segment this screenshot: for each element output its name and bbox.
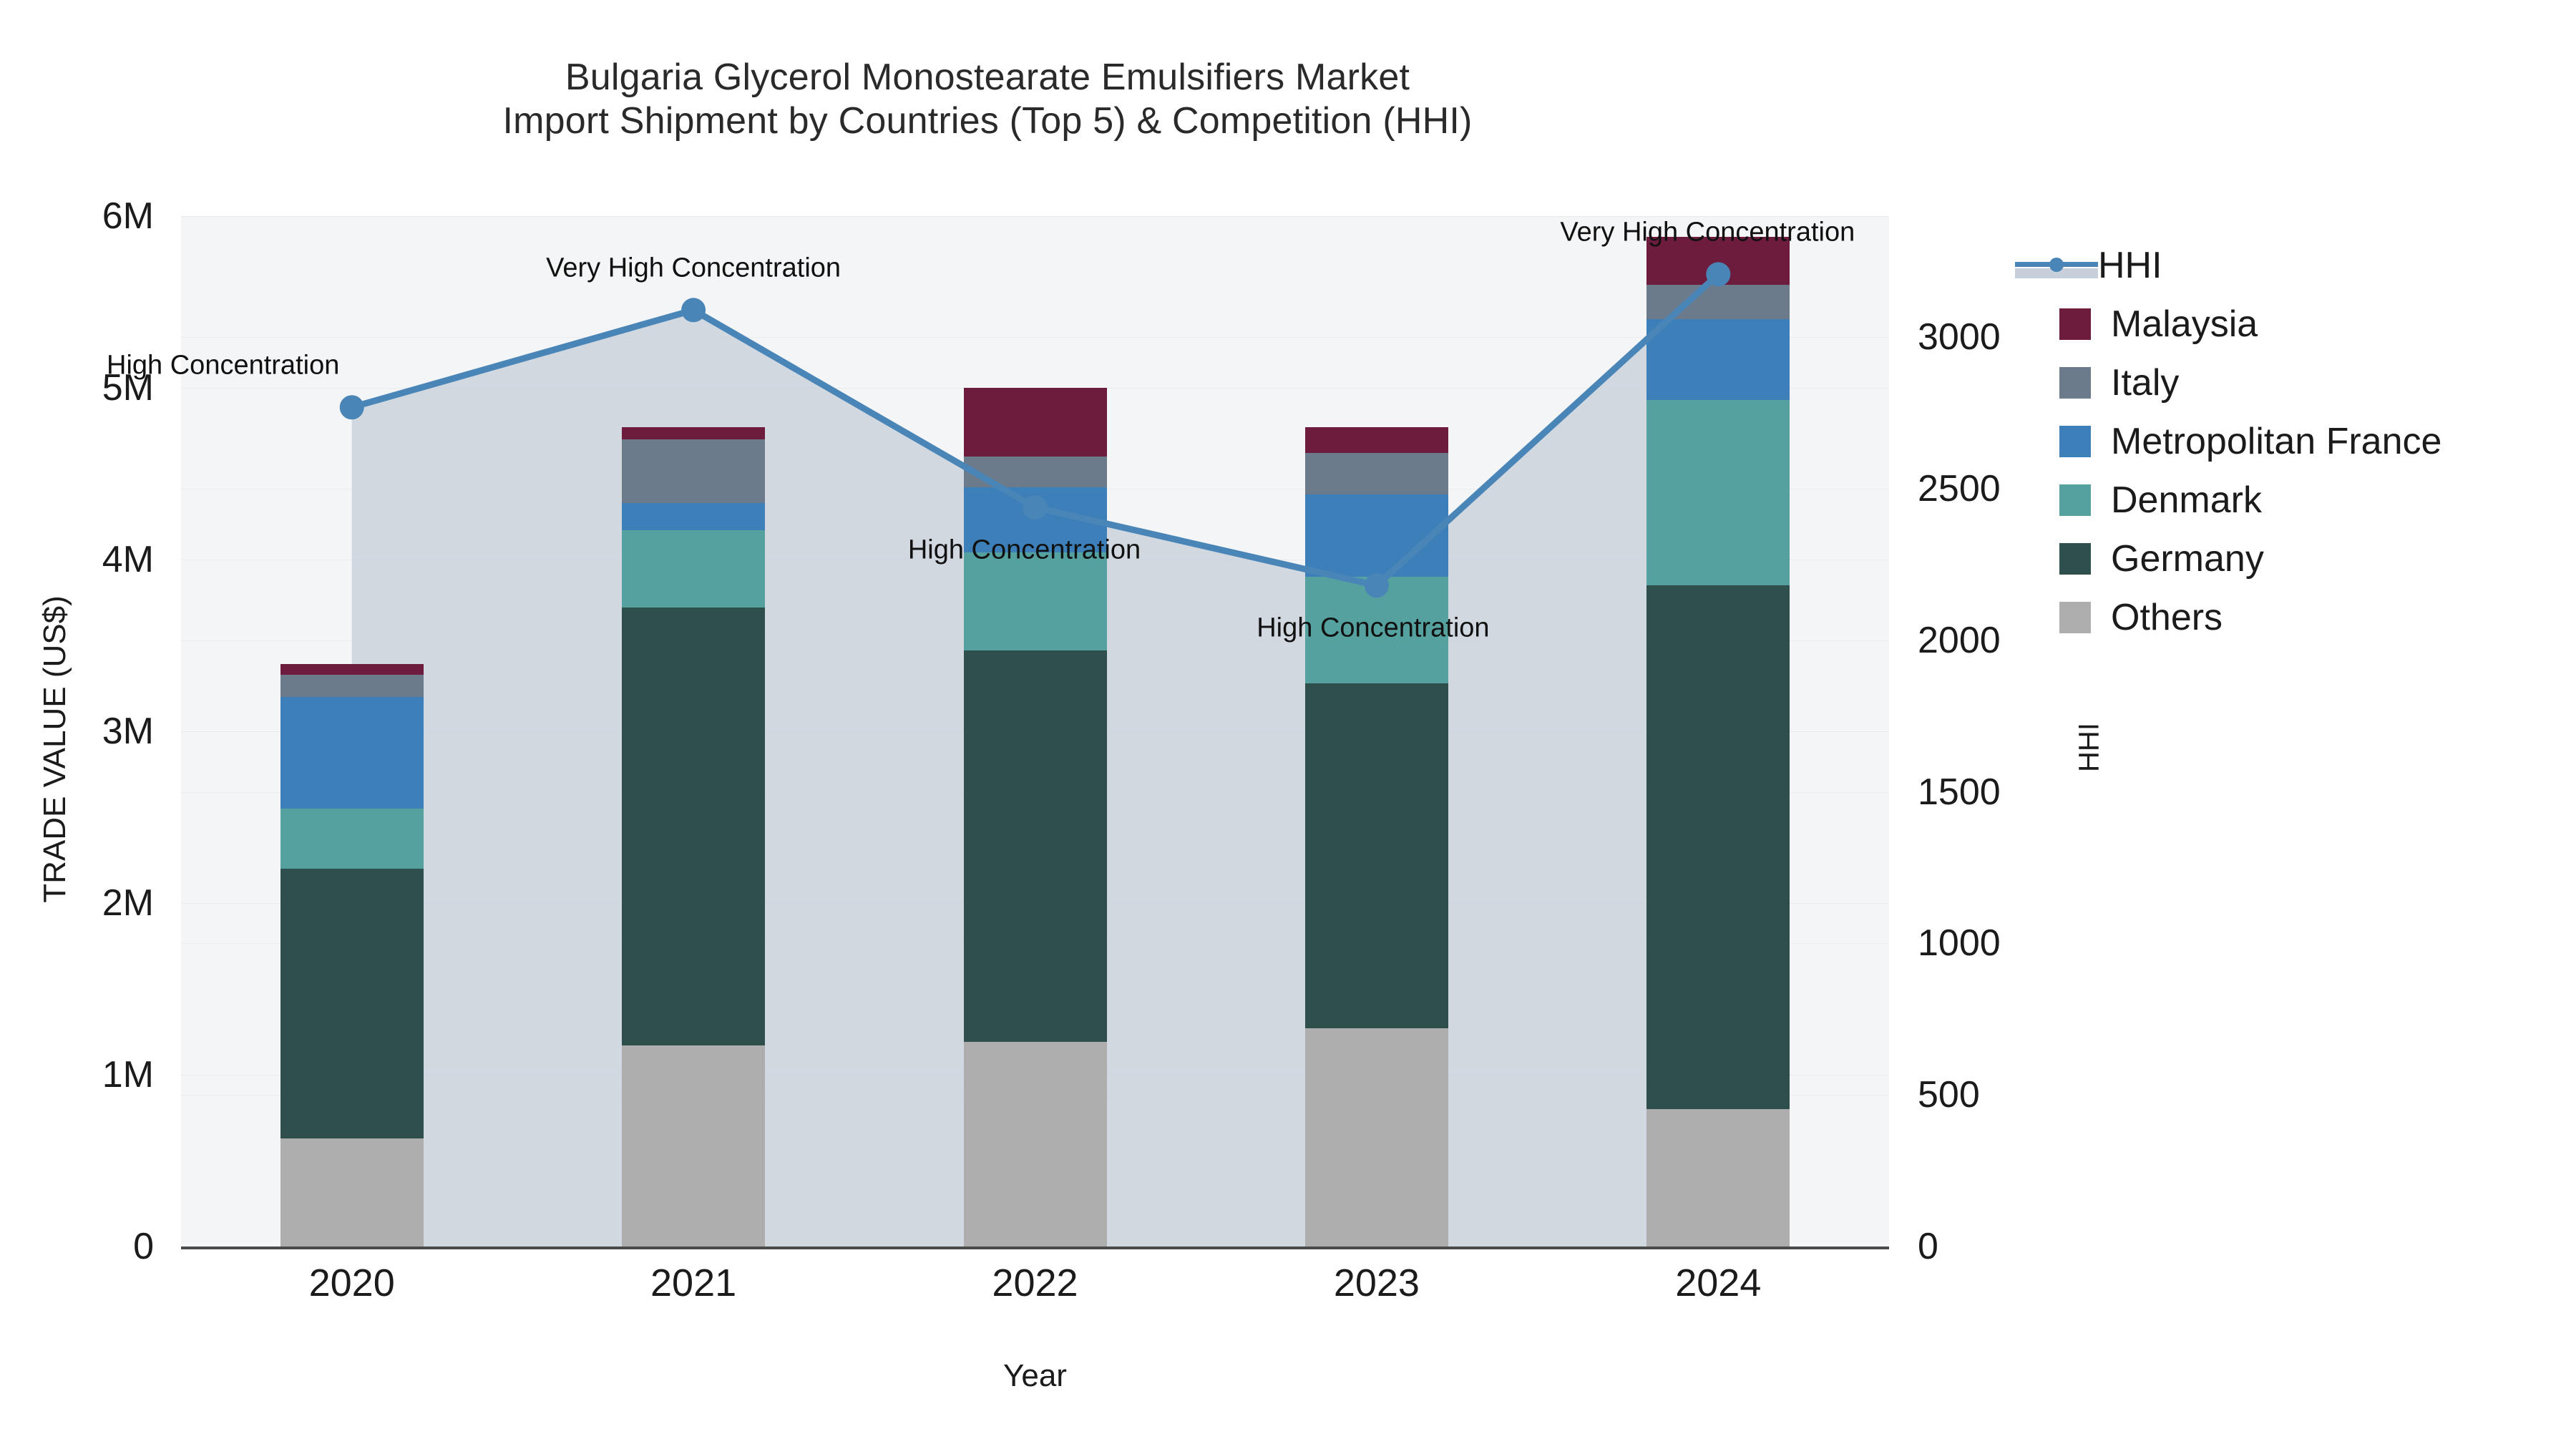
legend-color-swatch <box>2059 602 2091 633</box>
y-axis-right-tick-label: 2000 <box>1918 619 2001 661</box>
bar-segment[interactable] <box>622 1045 766 1246</box>
plot-area: High Concentration Very High Concentratio… <box>107 216 1889 1247</box>
legend-item[interactable]: Metropolitan France <box>2041 412 2570 471</box>
y-axis-left-title: TRADE VALUE (US$) <box>37 595 72 903</box>
legend-item-label: HHI <box>2098 245 2162 286</box>
legend-area-band <box>2015 268 2098 278</box>
hhi-marker[interactable] <box>1706 262 1731 287</box>
bar-segment[interactable] <box>280 674 424 697</box>
y-axis-right-tick-label: 3000 <box>1918 316 2001 358</box>
y-axis-right-tick-label: 1500 <box>1918 771 2001 813</box>
legend-item[interactable]: Germany <box>2041 530 2570 588</box>
hhi-line <box>339 262 1731 598</box>
y-axis-left-tick-label: 5M <box>102 367 154 409</box>
legend-item-label: Metropolitan France <box>2111 421 2442 462</box>
annotation-label: Very High Concentration <box>1560 217 1855 248</box>
bar-segment[interactable] <box>1304 1028 1448 1246</box>
legend-color-swatch <box>2059 308 2091 340</box>
bar-stack[interactable] <box>622 427 766 1246</box>
bar-segment[interactable] <box>1646 1109 1790 1246</box>
bar-segment[interactable] <box>963 650 1107 1043</box>
y-axis-right-tick-label: 500 <box>1918 1074 1980 1116</box>
bar-segment[interactable] <box>280 697 424 809</box>
legend-color-swatch <box>2059 484 2091 516</box>
bar-segment[interactable] <box>963 1042 1107 1246</box>
annotation-label: Very High Concentration <box>546 253 841 283</box>
hhi-marker[interactable] <box>1364 573 1389 598</box>
y-axis-right-tick-label: 0 <box>1918 1226 1938 1267</box>
legend-item[interactable]: Italy <box>2041 353 2570 412</box>
bar-stack[interactable] <box>1304 427 1448 1246</box>
legend: HHI Malaysia Italy Metropolitan France Denma… <box>2015 236 2570 647</box>
bar-segment[interactable] <box>622 530 766 608</box>
bar-segment[interactable] <box>1646 399 1790 585</box>
hhi-marker[interactable] <box>1023 495 1048 520</box>
bar-segment[interactable] <box>1304 453 1448 494</box>
legend-item-label: Italy <box>2111 362 2180 404</box>
x-axis-tick-label: 2020 <box>308 1262 395 1304</box>
x-axis-tick-label: 2024 <box>1675 1262 1762 1304</box>
bar-segment[interactable] <box>1304 427 1448 454</box>
bar-segment[interactable] <box>963 552 1107 651</box>
legend-color-swatch <box>2059 426 2091 457</box>
y-axis-right-tick-label: 1000 <box>1918 922 2001 965</box>
bar-stack[interactable] <box>280 664 424 1246</box>
legend-item[interactable]: Malaysia <box>2041 295 2570 353</box>
y-axis-left-tick-label: 1M <box>102 1054 154 1096</box>
bar-segment[interactable] <box>1646 319 1790 400</box>
x-axis-tick-label: 2022 <box>992 1262 1078 1304</box>
bar-segment[interactable] <box>1304 683 1448 1029</box>
legend-item[interactable]: Denmark <box>2041 471 2570 530</box>
bar-segment[interactable] <box>280 664 424 675</box>
bar-segment[interactable] <box>622 608 766 1046</box>
legend-line-dot <box>2049 258 2064 272</box>
legend-color-swatch <box>2059 367 2091 399</box>
legend-item-label: Malaysia <box>2111 303 2258 345</box>
bar-segment[interactable] <box>280 869 424 1138</box>
bar-segment[interactable] <box>1304 494 1448 577</box>
y-axis-left-tick-label: 6M <box>102 195 154 237</box>
y-axis-right-tick-label: 2500 <box>1918 468 2001 510</box>
bar-stack[interactable] <box>1646 236 1790 1246</box>
bar-segment[interactable] <box>622 502 766 531</box>
bar-segment[interactable] <box>622 427 766 439</box>
bar-segment[interactable] <box>963 388 1107 457</box>
annotation-label: High Concentration <box>907 535 1141 565</box>
gridline-secondary <box>181 337 1889 338</box>
legend-item[interactable]: Others <box>2041 588 2570 647</box>
chart-title-line-2: Import Shipment by Countries (Top 5) & C… <box>502 100 1473 142</box>
bar-stack[interactable] <box>963 388 1107 1246</box>
bar-segment[interactable] <box>1646 585 1790 1109</box>
x-axis-title: Year <box>1003 1358 1067 1393</box>
bar-segment[interactable] <box>622 439 766 503</box>
bar-segment[interactable] <box>280 1138 424 1246</box>
hhi-marker[interactable] <box>339 395 364 420</box>
y-axis-left-tick-label: 2M <box>102 882 154 924</box>
chart-title: Bulgaria Glycerol Monostearate Emulsifie… <box>0 56 1975 144</box>
legend-item-label: Germany <box>2111 538 2264 580</box>
legend-item-label: Denmark <box>2111 479 2262 521</box>
annotation-label: High Concentration <box>107 350 340 381</box>
x-axis-tick-label: 2023 <box>1333 1262 1420 1304</box>
legend-item-label: Others <box>2111 597 2223 638</box>
x-axis-spine <box>181 1246 1889 1249</box>
annotation-label: High Concentration <box>1257 613 1490 643</box>
chart-title-line-1: Bulgaria Glycerol Monostearate Emulsifie… <box>565 57 1410 98</box>
hhi-marker[interactable] <box>681 298 706 323</box>
x-axis-tick-label: 2021 <box>650 1262 737 1304</box>
legend-line-marker-icon <box>2015 250 2098 281</box>
gridline <box>181 216 1889 217</box>
legend-item[interactable]: HHI <box>2015 236 2570 295</box>
y-axis-left-tick-label: 3M <box>102 711 154 752</box>
y-axis-left-tick-label: 4M <box>102 539 154 580</box>
legend-color-swatch <box>2059 543 2091 575</box>
bar-segment[interactable] <box>280 809 424 869</box>
y-axis-left-tick-label: 0 <box>133 1226 154 1267</box>
